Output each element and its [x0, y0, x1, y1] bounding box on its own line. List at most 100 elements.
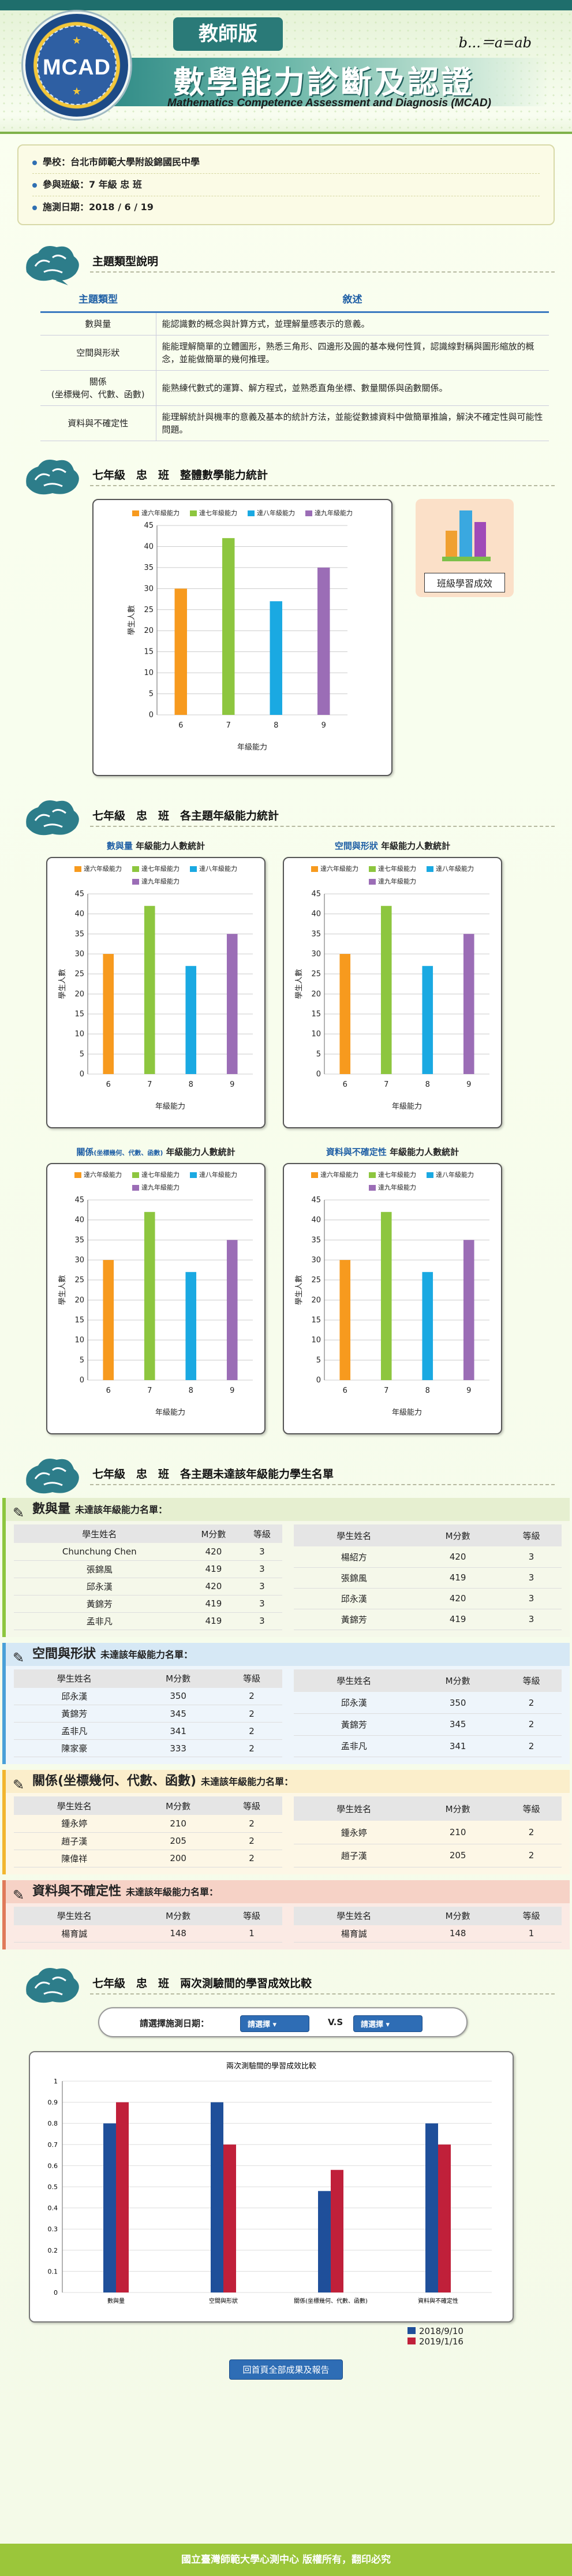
- y-tick-label: 5: [316, 1050, 321, 1058]
- x-tick-label: 關係(坐標幾何、代數、函數): [294, 2297, 368, 2305]
- legend-swatch: [132, 1185, 139, 1191]
- student-table-right: 學生姓名 M分數 等級 楊育誠 148 1: [293, 1906, 562, 1943]
- date-select-a[interactable]: 請選擇 ▾: [240, 2015, 309, 2032]
- y-tick-label: 0.2: [48, 2247, 58, 2254]
- bar-series-1: [211, 2102, 223, 2292]
- legend-swatch: [369, 866, 376, 872]
- category-header: ✎ 數與量 未達該年級能力名單：: [6, 1498, 570, 1521]
- student-row: 孟非凡 419 3: [14, 1612, 282, 1630]
- overall-section: 七年級 忠 班 整體數學能力統計 達六年級能力 達七年級能力 達八年級能力 達九…: [17, 447, 555, 788]
- legend-item: 達九年級能力: [369, 1183, 416, 1192]
- x-tick-label: 資料與不確定性: [418, 2297, 458, 2305]
- x-tick-label: 7: [147, 1386, 152, 1395]
- compare-legend: 2018/9/10 2019/1/16: [407, 2326, 463, 2347]
- formula-decoration: b...＝a=ab: [458, 35, 532, 51]
- student-row: 陳家豪 333 2: [14, 1739, 282, 1757]
- bar-grade-6: [174, 588, 187, 715]
- bar-series-2: [438, 2144, 451, 2292]
- student-row: 楊育誠 148 1: [14, 1925, 282, 1943]
- section-header: 七年級 忠 班 各主題未達該年級能力學生名單: [17, 1446, 555, 1498]
- category-suffix: 未達該年級能力名單：: [100, 1649, 193, 1660]
- x-tick-label: 9: [466, 1386, 471, 1395]
- legend-swatch: [311, 1172, 318, 1178]
- x-axis-label: 年級能力: [155, 1102, 185, 1111]
- legend-item: 達九年級能力: [369, 877, 416, 886]
- y-tick-label: 45: [74, 890, 84, 899]
- compare-bar-chart: 兩次測驗間的學習成效比較 0 0.1 0.2 0.3 0.4 0.5 0.6 0.7 0.8 0.9…: [48, 2061, 492, 2305]
- subject-chart-2: 空間與形狀 年級能力人數統計 達六年級能力 達七年級能力 達八年級能力 達九年級能力 …: [283, 840, 502, 1128]
- subject-chart-title: 數與量 年級能力人數統計: [106, 841, 205, 851]
- x-tick-label: 6: [343, 1080, 347, 1089]
- subject-chart-frame: 達六年級能力 達七年級能力 達八年級能力 達九年級能力 0 5 10 15 20 25 30 35 4…: [46, 857, 266, 1128]
- subject-chart-frame: 達六年級能力 達七年級能力 達八年級能力 達九年級能力 0 5 10 15 20 25 30 35 4…: [283, 857, 502, 1128]
- y-tick-label: 0.7: [48, 2141, 58, 2149]
- legend-swatch: [190, 1172, 197, 1178]
- legend-item-7: 達七年級能力: [190, 508, 237, 517]
- topic-table: 主題類型 敘述 數與量 能認識數的概念與計算方式，並理解量感表示的意義。 空間與形狀能…: [40, 285, 549, 441]
- overall-bar-chart: 0 5 10 15 20 25 30 35 40 45 6 7 8 9 年級能力 學生人數: [128, 521, 347, 752]
- y-tick-label: 25: [144, 606, 154, 614]
- class-performance-card[interactable]: 班級學習成效: [416, 499, 514, 597]
- student-table-right: 學生姓名 M分數 等級 楊紹方 420 3 張錦風 419 3 邱永漢 420 3 黃錦芳 419 3: [293, 1524, 562, 1630]
- legend-item: 達九年級能力: [132, 1183, 180, 1192]
- class-row: 參與班級：7 年級 忠 班: [32, 174, 540, 196]
- y-tick-label: 5: [80, 1356, 84, 1365]
- y-tick-label: 0: [54, 2289, 58, 2297]
- title-band: [104, 58, 549, 106]
- legend-swatch: [407, 2338, 416, 2344]
- bar-grade-9: [317, 567, 330, 715]
- date-row: 施測日期：2018 / 6 / 19: [32, 196, 540, 218]
- y-tick-label: 20: [311, 1296, 321, 1304]
- x-axis-label: 年級能力: [237, 743, 267, 752]
- category-suffix: 未達該年級能力名單：: [126, 1886, 219, 1897]
- section-header: 七年級 忠 班 各主題年級能力統計: [17, 788, 555, 840]
- topic-type: 資料與不確定性: [40, 405, 156, 441]
- x-tick-label: 6: [178, 721, 183, 730]
- student-table-header: 學生姓名 M分數 等級: [14, 1796, 282, 1815]
- y-tick-label: 15: [144, 648, 154, 657]
- bar-grade-7: [380, 905, 392, 1074]
- y-tick-label: 40: [311, 910, 321, 919]
- legend-swatch: [74, 1172, 81, 1178]
- legend-swatch: [132, 510, 139, 516]
- y-tick-label: 30: [311, 950, 321, 959]
- x-tick-label: 9: [230, 1386, 234, 1395]
- student-table-left: 學生姓名 M分數 等級 楊育誠 148 1: [14, 1906, 282, 1943]
- section-title: 七年級 忠 班 各主題未達該年級能力學生名單: [92, 1468, 334, 1481]
- y-tick-label: 30: [311, 1256, 321, 1265]
- bar-grade-6: [339, 954, 351, 1074]
- student-row: 趙子漢 205 2: [14, 1832, 282, 1850]
- category-block: ✎ 空間與形狀 未達該年級能力名單： 學生姓名 M分數 等級 邱永漢 350 2 黃錦芳 34…: [2, 1642, 570, 1764]
- class-performance-button[interactable]: 班級學習成效: [424, 573, 505, 592]
- legend-swatch: [248, 510, 255, 516]
- subject-chart-1: 數與量 年級能力人數統計 達六年級能力 達七年級能力 達八年級能力 達九年級能力 0 5…: [46, 840, 266, 1128]
- y-axis-label: 學生人數: [58, 969, 67, 999]
- subjects-section: 七年級 忠 班 各主題年級能力統計 數與量 年級能力人數統計 達六年級能力 達七年…: [17, 788, 555, 1452]
- overall-chart-frame: 達六年級能力 達七年級能力 達八年級能力 達九年級能力 0 5 10 15 20 25 30…: [92, 499, 392, 776]
- bullet-icon: [32, 160, 37, 165]
- student-table-left: 學生姓名 M分數 等級 邱永漢 350 2 黃錦芳 345 2 孟非凡 341 2 陳家豪 333 2: [14, 1669, 282, 1757]
- home-report-button[interactable]: 回首頁全部成果及報告: [229, 2359, 343, 2380]
- legend-swatch: [190, 510, 197, 516]
- topic-desc: 能能理解簡單的立體圖形，熟悉三角形、四邊形及圓的基本幾何性質，認識線對稱與圖形縮…: [156, 335, 549, 371]
- subject-chart-frame: 達六年級能力 達七年級能力 達八年級能力 達九年級能力 0 5 10 15 20 25 30 35 4…: [283, 1163, 502, 1434]
- page-title: 數學能力診斷及認證: [173, 64, 474, 100]
- legend-swatch: [132, 1172, 139, 1178]
- subject-chart-title: 關係(坐標幾何、代數、函數) 年級能力人數統計: [76, 1147, 235, 1157]
- date-select-b[interactable]: 請選擇 ▾: [353, 2015, 423, 2032]
- y-axis-label: 學生人數: [128, 605, 136, 635]
- y-tick-label: 5: [149, 690, 154, 699]
- bar-series-1: [425, 2123, 438, 2292]
- y-tick-label: 15: [74, 1010, 84, 1019]
- section-title: 七年級 忠 班 兩次測驗間的學習成效比較: [92, 1977, 312, 1990]
- section-divider: [90, 826, 555, 827]
- category-lists: 學生姓名 M分數 等級 Chunchung Chen 420 3 張錦風 419 3 邱永漢 42…: [6, 1521, 570, 1637]
- section-title: 七年級 忠 班 各主題年級能力統計: [92, 810, 279, 822]
- y-tick-label: 40: [74, 910, 84, 919]
- logo-star-icon: ★: [72, 85, 82, 98]
- chart-legend: 達六年級能力 達七年級能力 達八年級能力 達九年級能力: [47, 1170, 264, 1192]
- bar-grade-7: [144, 905, 155, 1074]
- compare-chart-title: 兩次測驗間的學習成效比較: [226, 2061, 316, 2071]
- y-axis-label: 學生人數: [295, 1275, 304, 1305]
- subject-chart-title: 資料與不確定性 年級能力人數統計: [326, 1147, 459, 1157]
